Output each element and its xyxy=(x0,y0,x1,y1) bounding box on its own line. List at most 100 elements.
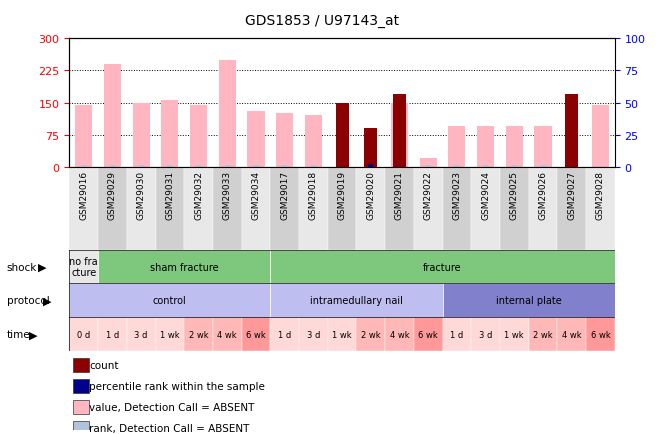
Bar xyxy=(368,165,373,169)
Bar xyxy=(161,101,178,168)
Bar xyxy=(69,168,98,250)
Bar xyxy=(311,165,316,169)
Text: 2 wk: 2 wk xyxy=(533,330,553,339)
Text: 6 wk: 6 wk xyxy=(418,330,438,339)
Bar xyxy=(471,318,500,352)
Bar xyxy=(541,165,545,169)
Text: GSM29030: GSM29030 xyxy=(137,171,145,220)
Text: rank, Detection Call = ABSENT: rank, Detection Call = ABSENT xyxy=(89,423,250,433)
Bar xyxy=(190,105,207,168)
Bar xyxy=(155,168,184,250)
Bar xyxy=(426,166,431,169)
Bar xyxy=(471,168,500,250)
Text: GSM29025: GSM29025 xyxy=(510,171,519,220)
Bar xyxy=(569,165,574,168)
Bar xyxy=(500,318,529,352)
Bar xyxy=(420,159,437,168)
Bar xyxy=(557,318,586,352)
Bar xyxy=(270,250,615,284)
Bar xyxy=(127,318,155,352)
Text: 4 wk: 4 wk xyxy=(389,330,409,339)
Bar xyxy=(500,168,529,250)
Bar xyxy=(73,358,89,372)
Bar xyxy=(565,95,578,168)
Text: GSM29029: GSM29029 xyxy=(108,171,117,220)
Text: ▶: ▶ xyxy=(43,296,52,306)
Bar xyxy=(110,165,115,168)
Bar xyxy=(98,168,127,250)
Bar xyxy=(69,318,98,352)
Text: 6 wk: 6 wk xyxy=(590,330,610,339)
Text: GSM29033: GSM29033 xyxy=(223,171,232,220)
Bar xyxy=(133,103,150,168)
Bar xyxy=(276,114,293,168)
Bar xyxy=(196,165,201,168)
Text: ▶: ▶ xyxy=(29,330,38,339)
Bar xyxy=(391,103,408,168)
Text: fracture: fracture xyxy=(423,262,462,272)
Text: 1 d: 1 d xyxy=(106,330,119,339)
Text: 1 wk: 1 wk xyxy=(504,330,524,339)
Bar xyxy=(69,284,270,318)
Bar xyxy=(393,95,406,168)
Bar xyxy=(213,168,242,250)
Bar xyxy=(213,318,242,352)
Bar xyxy=(73,379,89,393)
Text: 1 d: 1 d xyxy=(450,330,463,339)
Bar xyxy=(454,165,459,169)
Bar xyxy=(506,127,523,168)
Text: 6 wk: 6 wk xyxy=(246,330,266,339)
Text: 3 d: 3 d xyxy=(307,330,320,339)
Bar xyxy=(73,400,89,414)
Text: 3 d: 3 d xyxy=(134,330,148,339)
Bar xyxy=(167,165,173,169)
Text: GSM29024: GSM29024 xyxy=(481,171,490,220)
Text: value, Detection Call = ABSENT: value, Detection Call = ABSENT xyxy=(89,402,254,412)
Bar xyxy=(242,318,270,352)
Text: 2 wk: 2 wk xyxy=(189,330,208,339)
Text: GSM29017: GSM29017 xyxy=(280,171,289,220)
Text: GSM29019: GSM29019 xyxy=(338,171,346,220)
Text: GSM29028: GSM29028 xyxy=(596,171,605,220)
Bar xyxy=(529,318,557,352)
Text: GSM29032: GSM29032 xyxy=(194,171,203,220)
Text: sham fracture: sham fracture xyxy=(150,262,219,272)
Text: 1 wk: 1 wk xyxy=(332,330,352,339)
Bar xyxy=(529,168,557,250)
Text: GSM29020: GSM29020 xyxy=(366,171,375,220)
Bar xyxy=(270,284,442,318)
Bar xyxy=(397,165,402,168)
Bar xyxy=(586,318,615,352)
Text: GSM29023: GSM29023 xyxy=(452,171,461,220)
Bar xyxy=(305,116,322,168)
Bar xyxy=(483,165,488,169)
Bar xyxy=(98,318,127,352)
Text: GSM29027: GSM29027 xyxy=(567,171,576,220)
Bar xyxy=(299,168,328,250)
Bar xyxy=(557,168,586,250)
Text: 4 wk: 4 wk xyxy=(217,330,237,339)
Bar xyxy=(155,318,184,352)
Bar xyxy=(184,168,213,250)
Bar xyxy=(414,318,442,352)
Bar xyxy=(139,165,143,169)
Bar xyxy=(104,65,121,168)
Bar xyxy=(336,103,348,168)
Bar xyxy=(270,168,299,250)
Text: 1 wk: 1 wk xyxy=(160,330,180,339)
Bar xyxy=(299,318,328,352)
Text: GSM29021: GSM29021 xyxy=(395,171,404,220)
Bar xyxy=(69,250,98,284)
Text: control: control xyxy=(153,296,187,306)
Text: 0 d: 0 d xyxy=(77,330,91,339)
Bar xyxy=(328,168,356,250)
Bar xyxy=(586,168,615,250)
Bar xyxy=(184,318,213,352)
Text: 3 d: 3 d xyxy=(479,330,492,339)
Text: time: time xyxy=(7,330,30,339)
Bar xyxy=(592,105,609,168)
Bar xyxy=(75,105,93,168)
Bar xyxy=(385,318,414,352)
Bar xyxy=(225,165,230,168)
Text: 1 d: 1 d xyxy=(278,330,292,339)
